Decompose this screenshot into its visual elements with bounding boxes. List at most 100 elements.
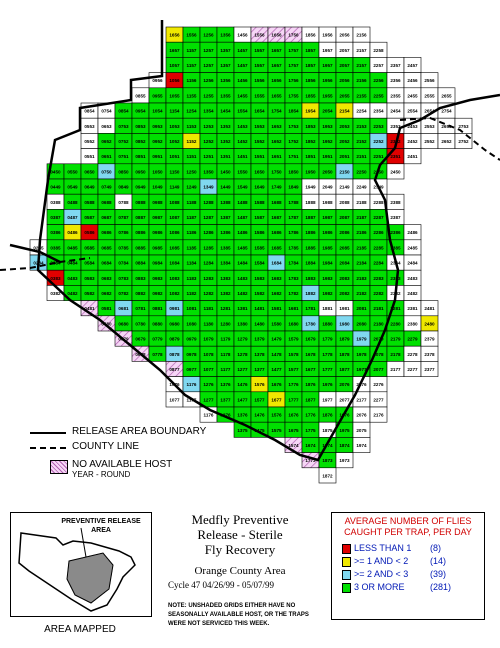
grid-cell-label: 2178 [390,352,401,357]
grid-cell-label: 2351 [390,154,401,159]
grid-cell-label: 0586 [84,230,95,235]
grid-cell-label: 0850 [118,169,129,174]
grid-cell-label: 2455 [407,93,418,98]
grid-cell-label: 1674 [305,443,316,448]
grid-cell-label: 2153 [356,124,367,129]
grid-cell-label: 2357 [390,63,401,68]
grid-cell-label: 1577 [254,397,265,402]
grid-cell-label: 0980 [169,321,180,326]
grid-cell-label: 1576 [254,382,265,387]
grid-cell-label: 1873 [322,458,333,463]
grid-cell-label: 1956 [322,33,333,38]
grid-cell-label: 2149 [339,185,350,190]
title-line-1: Medfly Preventive [191,512,289,527]
grid-cell-label: 0384 [50,261,61,266]
grid-cell-label: 1587 [254,215,265,220]
grid-cell-label: 1456 [237,78,248,83]
grid-cell-label: 0855 [135,93,146,98]
grid-cell-label: 0582 [84,291,95,296]
grid-cell-label: 0779 [152,337,163,342]
grid-cell-label: 1179 [221,337,231,342]
grid-cell-label: 1256 [203,33,214,38]
grid-cell-label: 0854 [118,109,129,114]
grid-cell-label: 1885 [305,245,316,250]
grid-cell-label: 1953 [322,124,333,129]
grid-cell-label: 2485 [407,245,418,250]
grid-cell-label: 1650 [254,169,265,174]
grid-cell-label: 0852 [135,139,146,144]
grid-cell-label: 1050 [152,169,163,174]
grid-cell-label: 2180 [373,321,384,326]
grid-cell-label: 1576 [271,413,282,418]
grid-cell-label: 2381 [407,306,418,311]
grid-cell-label: 1957 [322,63,333,68]
grid-cell-label: 1788 [288,200,299,205]
grid-cell-label: 1178 [221,352,231,357]
grid-cell-label: 2282 [373,291,384,296]
grid-cell-label: 1357 [220,63,231,68]
grid-cell-label: 1677 [271,397,282,402]
fly-legend-count: (14) [430,556,447,566]
fly-legend-count: (281) [430,582,452,592]
grid-cell-label: 1575 [271,428,282,433]
grid-cell-label: 0950 [135,169,146,174]
grid-cell-label: 0651 [101,154,112,159]
grid-cell-label: 1579 [288,337,299,342]
inset-label: PREVENTIVE RELEASE AREA [61,518,141,534]
grid-cell-label: 1850 [288,169,299,174]
grid-cell-label: 1785 [288,245,299,250]
grid-cell-label: 1452 [237,139,248,144]
grid-cell-label: 1956 [322,78,333,83]
grid-cell-label: 2253 [373,124,384,129]
grid-cell-label: 0988 [152,200,163,205]
grid-cell-label: 0985 [152,245,163,250]
grid-cell-label: 0553 [84,124,95,129]
grid-cell-label: 1876 [322,413,333,418]
grid-cell-label: 2288 [373,200,384,205]
grid-cell-label: 0851 [135,154,146,159]
county-line-label: COUNTY LINE [72,441,140,452]
grid-cell-label: 0549 [67,185,78,190]
grid-cell-label: 2753 [458,124,469,129]
grid-cell-label: 2256 [373,78,384,83]
grid-cell-label: 2284 [373,261,384,266]
grid-cell-label: 1277 [203,397,214,402]
grid-cell-label: 1779 [322,337,333,342]
grid-cell-label: 1152 [187,139,197,144]
grid-cell-label: 0580 [101,321,112,326]
grid-cell-label: 2182 [356,291,367,296]
grid-cell-label: 0786 [118,230,129,235]
grid-cell-label: 2055 [339,93,350,98]
grid-cell-label: 1077 [169,397,180,402]
grid-cell-label: 2187 [356,215,367,220]
grid-cell-label: 1388 [220,200,231,205]
grid-cell-label: 0683 [101,276,112,281]
grid-cell-label: 2378 [424,352,435,357]
grid-cell-label: 2483 [407,276,418,281]
grid-cell-label: 2050 [322,169,333,174]
grid-cell-label: 2056 [339,78,350,83]
grid-cell-label: 1549 [237,185,248,190]
grid-cell-label: 1382 [220,291,231,296]
grid-cell-label: 1882 [305,291,316,296]
grid-cell-label: 2056 [339,33,350,38]
grid-cell-label: 1883 [305,276,316,281]
grid-cell-label: 1755 [288,93,299,98]
grid-cell-label: 1285 [203,245,214,250]
grid-cell-label: 1977 [322,397,333,402]
grid-cell-label: 1249 [186,185,197,190]
grid-cell-label: 0483 [67,276,78,281]
grid-cell-label: 1053 [169,124,180,129]
boundary-north-line [36,20,500,462]
grid-cell-label: 2049 [322,185,333,190]
grid-cell-label: 0949 [135,185,146,190]
grid-cell-label: 1655 [271,93,282,98]
grid-cell-label: 2057 [339,63,350,68]
grid-cell-label: 1986 [322,230,333,235]
grid-cell-label: 1078 [203,352,214,357]
grid-cell-label: 2652 [441,139,452,144]
grid-cell-label: 1556 [254,33,265,38]
grid-cell-label: 1256 [203,78,214,83]
grid-cell-label: 1486 [237,230,248,235]
grid-cell-label: 1254 [186,109,197,114]
